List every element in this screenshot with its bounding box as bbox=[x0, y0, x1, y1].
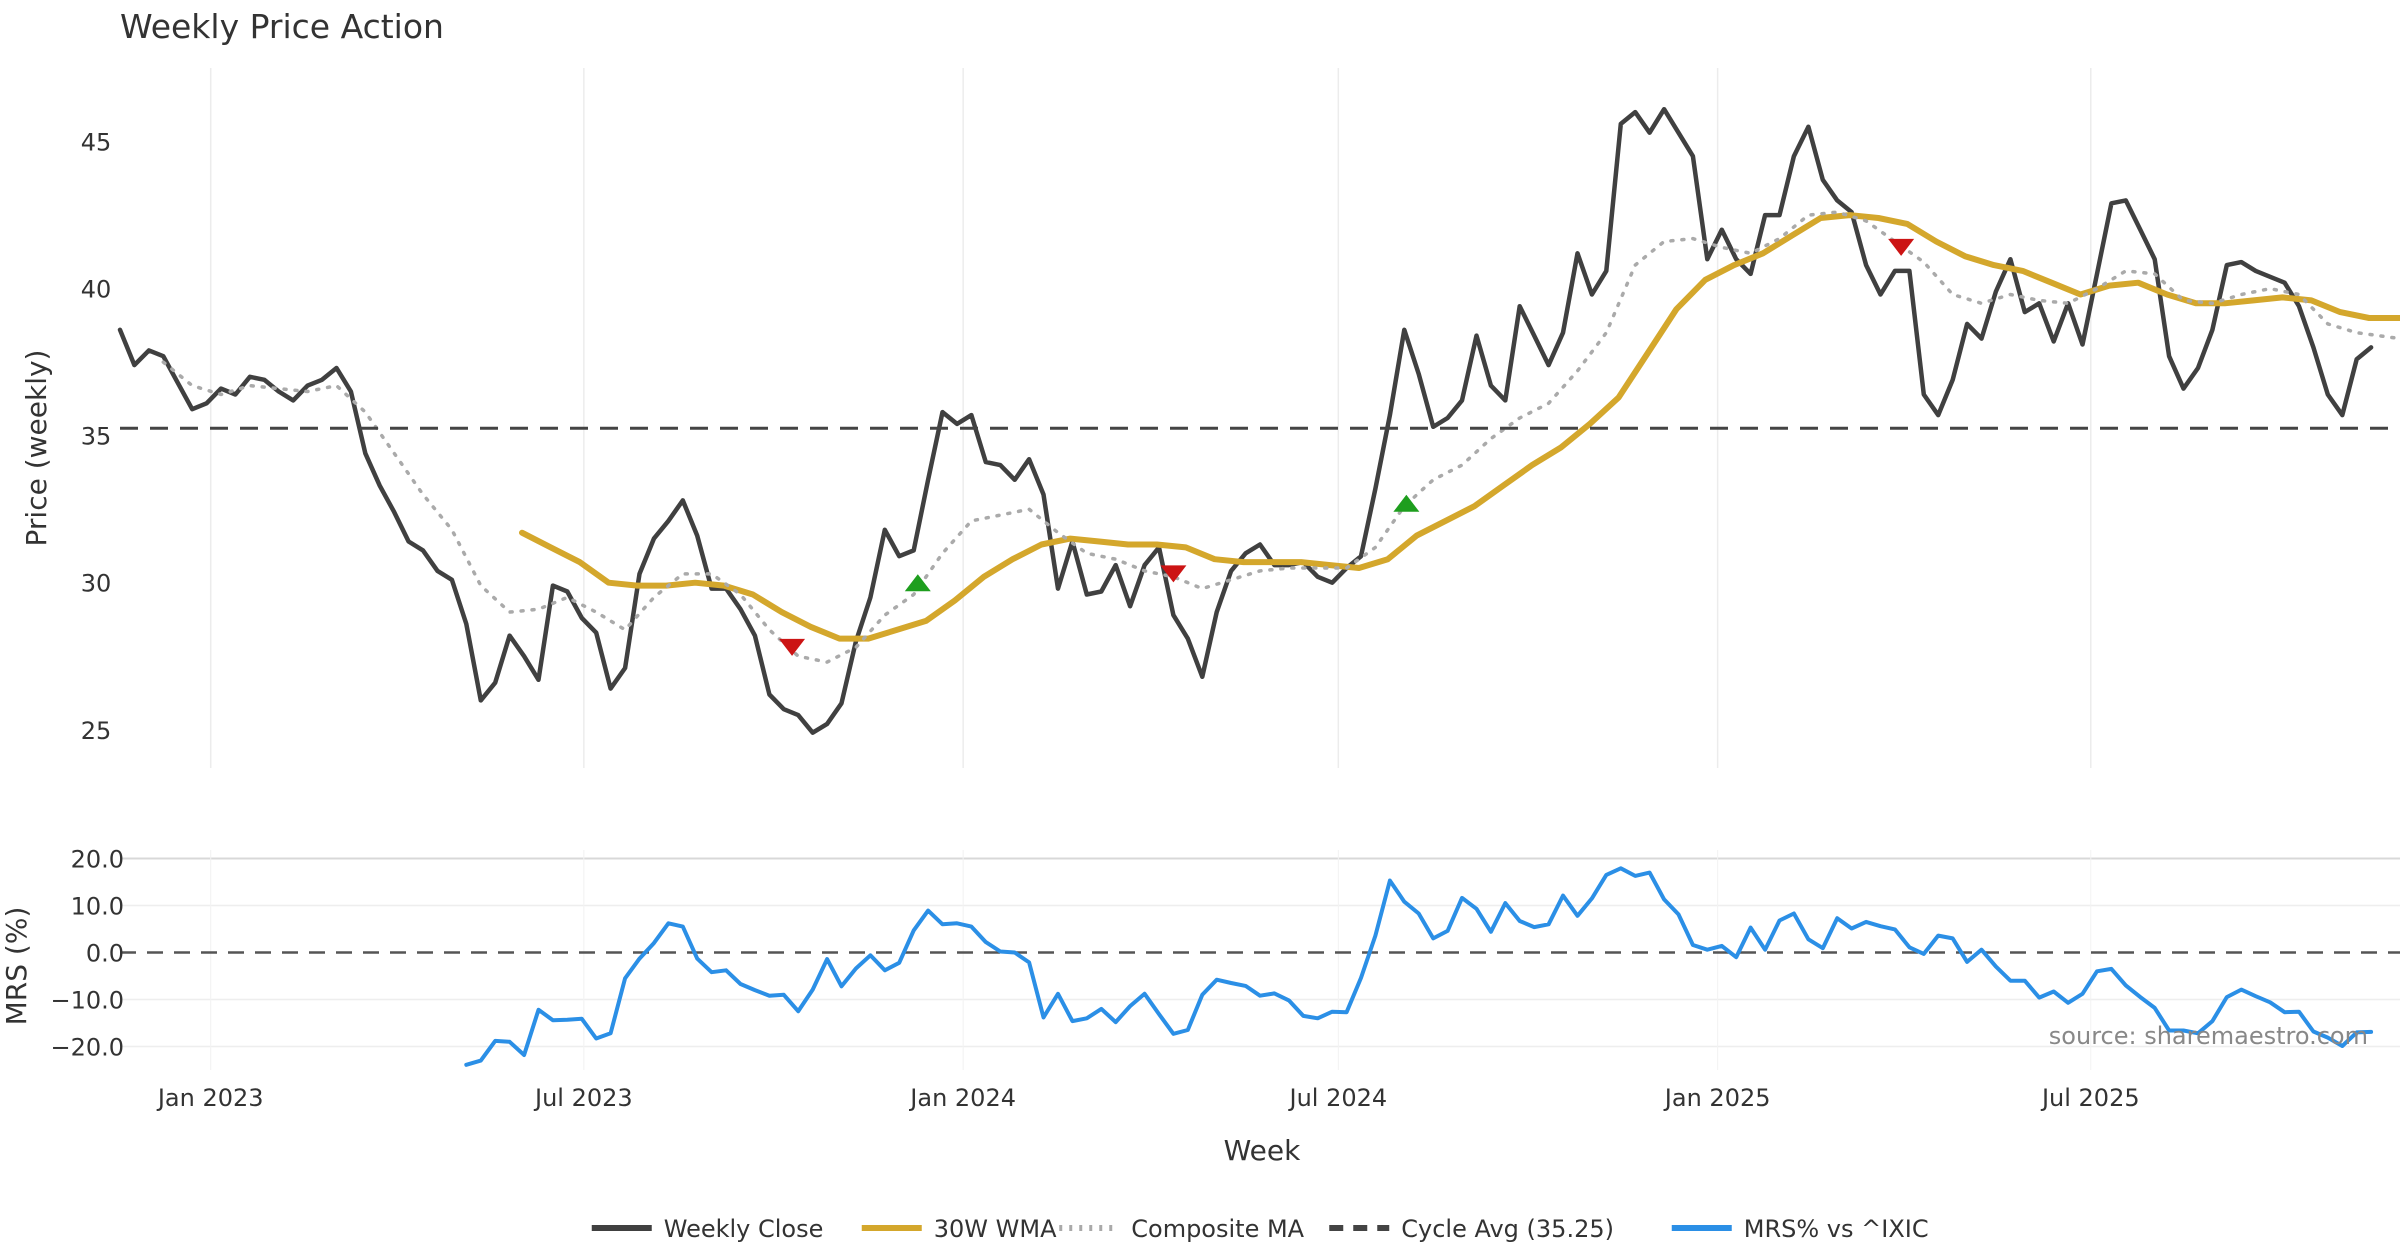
buy-signal-marker bbox=[1393, 494, 1420, 512]
series-30w-wma-line bbox=[519, 212, 2400, 642]
x-tick-label: Jan 2023 bbox=[156, 1084, 264, 1112]
mrs-gridlines bbox=[120, 850, 2400, 1070]
legend-item: MRS% vs ^IXIC bbox=[1671, 1215, 1929, 1243]
x-tick-label: Jul 2025 bbox=[2040, 1084, 2140, 1112]
mrs-series-group bbox=[464, 866, 2374, 1067]
source-note: source: sharemaestro.com bbox=[2049, 1022, 2368, 1050]
price-series-group bbox=[117, 106, 2400, 735]
legend-item: 30W WMA bbox=[861, 1215, 1057, 1243]
legend-label: 30W WMA bbox=[934, 1215, 1057, 1243]
legend-label: Composite MA bbox=[1131, 1215, 1304, 1243]
series-composite-ma-line bbox=[161, 210, 2400, 664]
chart-title: Weekly Price Action bbox=[120, 7, 444, 46]
x-tick-label: Jul 2024 bbox=[1288, 1084, 1388, 1112]
legend-label: Cycle Avg (35.25) bbox=[1401, 1215, 1614, 1243]
sell-signal-marker bbox=[1160, 565, 1187, 583]
legend-label: Weekly Close bbox=[664, 1215, 824, 1243]
mrs-y-tick-label: −20.0 bbox=[50, 1033, 124, 1061]
sell-signal-marker bbox=[779, 638, 806, 656]
price-y-tick-label: 45 bbox=[81, 129, 112, 157]
mrs-y-tick-label: 0.0 bbox=[86, 939, 124, 967]
mrs-y-axis-label: MRS (%) bbox=[0, 907, 33, 1026]
mrs-y-tick-label: 10.0 bbox=[71, 892, 124, 920]
x-tick-label: Jan 2024 bbox=[908, 1084, 1016, 1112]
x-axis-label: Week bbox=[1224, 1134, 1301, 1167]
series-weekly-close-line bbox=[117, 106, 2374, 735]
x-tick-label: Jan 2025 bbox=[1663, 1084, 1771, 1112]
buy-signal-marker bbox=[904, 574, 931, 592]
signal-markers bbox=[779, 238, 1915, 656]
mrs-y-tick-labels: 20.0 10.0 0.0 −10.0 −20.0 bbox=[50, 845, 124, 1061]
price-y-tick-label: 25 bbox=[81, 717, 112, 745]
legend-item: Weekly Close bbox=[591, 1215, 824, 1243]
mrs-panel: 20.0 10.0 0.0 −10.0 −20.0 MRS (%) source: sh… bbox=[0, 845, 2400, 1070]
legend-item: Composite MA bbox=[1059, 1215, 1305, 1243]
price-y-tick-label: 35 bbox=[81, 423, 112, 451]
mrs-y-tick-label: −10.0 bbox=[50, 986, 124, 1014]
legend: Weekly Close 30W WMA Composite MA Cycle Avg… bbox=[591, 1215, 1929, 1243]
mrs-y-tick-label: 20.0 bbox=[71, 845, 124, 873]
series-mrs-line bbox=[464, 866, 2374, 1067]
price-y-tick-labels: 25 30 35 40 45 bbox=[81, 129, 112, 745]
legend-item: Cycle Avg (35.25) bbox=[1329, 1215, 1614, 1243]
sell-signal-marker bbox=[1888, 238, 1915, 256]
price-y-tick-label: 30 bbox=[81, 570, 112, 598]
price-y-axis-label: Price (weekly) bbox=[20, 350, 53, 547]
x-tick-labels: Jan 2023 Jul 2023 Jan 2024 Jul 2024 Jan 2025… bbox=[156, 1084, 2140, 1112]
price-gridlines bbox=[209, 68, 2092, 768]
price-panel: 25 30 35 40 45 Price (weekly) bbox=[20, 68, 2400, 768]
x-tick-label: Jul 2023 bbox=[533, 1084, 633, 1112]
price-y-tick-label: 40 bbox=[81, 276, 112, 304]
legend-label: MRS% vs ^IXIC bbox=[1744, 1215, 1929, 1243]
